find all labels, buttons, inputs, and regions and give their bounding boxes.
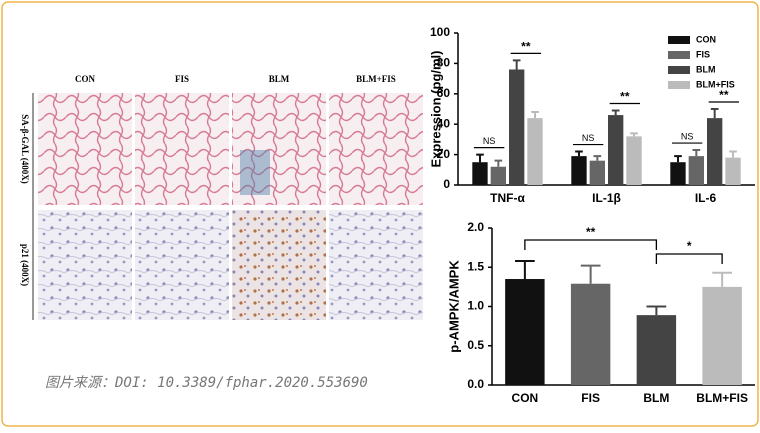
x-tick-label: BLM+FIS xyxy=(696,391,748,405)
annotation-bracket xyxy=(524,239,658,250)
column-label: BLM xyxy=(269,74,290,84)
column-label: BLM+FIS xyxy=(356,74,396,84)
bar xyxy=(505,279,545,385)
image xyxy=(38,93,132,205)
micrographs xyxy=(32,93,423,320)
image xyxy=(38,210,132,320)
image xyxy=(135,210,229,320)
annotation: ** xyxy=(521,40,531,54)
image xyxy=(232,210,326,320)
error-bar xyxy=(494,159,503,167)
annotation-bracket xyxy=(655,253,723,264)
error-bar xyxy=(729,150,737,158)
y-tick-label: 0 xyxy=(443,177,450,191)
error-bar xyxy=(630,132,638,137)
x-tick-label: FIS xyxy=(581,391,600,405)
x-tick-label: BLM xyxy=(643,391,669,405)
bar xyxy=(608,115,624,185)
bar xyxy=(589,160,605,185)
y-tick-label: 80 xyxy=(437,56,451,70)
bar xyxy=(509,69,525,185)
bar xyxy=(636,315,677,385)
legend-swatch xyxy=(668,36,690,44)
error-bar xyxy=(512,59,521,70)
bar xyxy=(725,157,741,185)
bar xyxy=(702,286,742,385)
y-tick-label: 40 xyxy=(437,116,451,130)
row-label: p21 (400X) xyxy=(20,244,30,286)
annotation: ** xyxy=(586,225,596,239)
image xyxy=(135,93,229,205)
y-tick-label: 0.0 xyxy=(467,377,484,391)
x-tick-label: IL-6 xyxy=(695,191,717,205)
error-bar xyxy=(692,149,701,157)
legend-swatch xyxy=(668,51,690,59)
column-label: CON xyxy=(75,74,96,84)
bar xyxy=(626,136,642,185)
error-bar xyxy=(674,155,682,163)
error-bar xyxy=(611,109,620,116)
annotation: ** xyxy=(719,88,729,102)
y-tick-label: 1.0 xyxy=(467,299,484,313)
x-tick-label: TNF-α xyxy=(490,191,525,205)
image xyxy=(329,210,423,320)
legend-label: FIS xyxy=(696,49,710,59)
error-bar xyxy=(575,150,583,157)
x-tick-label: CON xyxy=(512,391,539,405)
error-bar xyxy=(531,111,539,119)
y-axis-label: Expression (pg/ml) xyxy=(428,50,443,167)
caption: 图片来源：DOI: 10.3389/fphar.2020.553690 xyxy=(45,375,368,391)
legend-swatch xyxy=(668,81,690,89)
bar xyxy=(472,162,488,185)
error-bar xyxy=(580,264,601,284)
legend-label: CON xyxy=(696,34,716,44)
bar xyxy=(570,283,611,385)
y-tick-label: 60 xyxy=(437,86,451,100)
y-tick-label: 0.5 xyxy=(467,338,484,352)
annotation: * xyxy=(687,239,692,253)
error-bar xyxy=(646,305,667,316)
bar xyxy=(527,118,543,185)
image xyxy=(232,93,326,205)
bar xyxy=(571,156,587,185)
legend-label: BLM xyxy=(696,64,716,74)
error-bar xyxy=(515,259,535,280)
legend-label: BLM+FIS xyxy=(696,79,735,89)
annotation: NS xyxy=(483,136,496,146)
column-label: FIS xyxy=(175,74,189,84)
error-bar xyxy=(476,153,484,163)
error-bar xyxy=(593,155,602,161)
bar xyxy=(688,156,704,185)
x-tick-label: IL-1β xyxy=(592,191,621,205)
y-tick-label: 20 xyxy=(437,147,451,161)
y-axis-label: p-AMPK/AMPK xyxy=(446,260,461,353)
row-label: SA-β-GAL (400X) xyxy=(20,114,30,184)
bar xyxy=(707,118,723,185)
error-bar xyxy=(710,108,719,119)
y-tick-label: 2.0 xyxy=(467,220,484,234)
image xyxy=(329,93,423,205)
annotation: NS xyxy=(582,133,595,143)
y-tick-label: 100 xyxy=(430,25,450,39)
annotation: NS xyxy=(681,131,694,141)
stain xyxy=(240,150,270,195)
legend-swatch xyxy=(668,66,690,74)
annotation: ** xyxy=(620,90,630,104)
bar xyxy=(670,162,686,185)
bar xyxy=(490,166,506,185)
y-tick-label: 1.5 xyxy=(467,259,484,273)
error-bar xyxy=(712,271,732,287)
